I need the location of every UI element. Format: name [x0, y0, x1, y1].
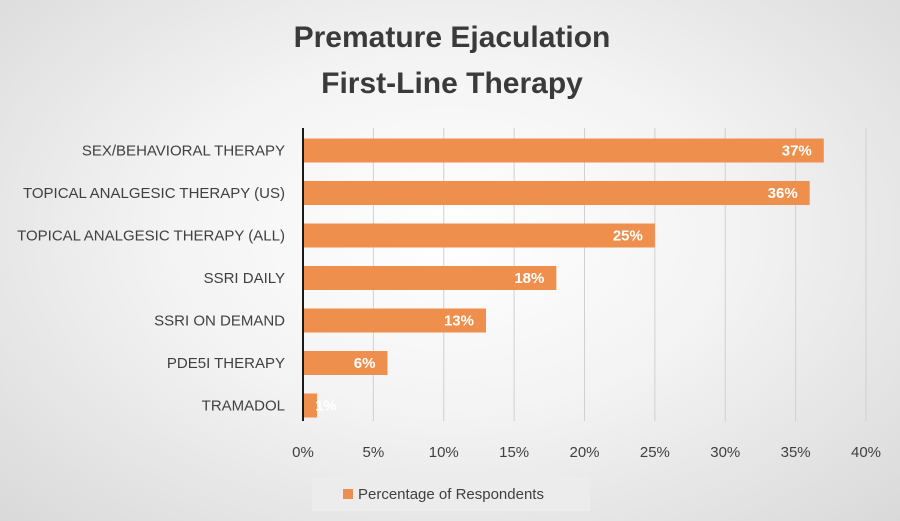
- category-label: TOPICAL ANALGESIC THERAPY (US): [23, 185, 285, 202]
- x-tick-label: 40%: [851, 444, 881, 461]
- x-tick-label: 30%: [710, 444, 740, 461]
- legend-label: Percentage of Respondents: [358, 486, 544, 503]
- bar: [303, 393, 318, 418]
- legend-swatch: [343, 489, 353, 499]
- bar: [303, 308, 486, 333]
- x-tick-label: 25%: [640, 444, 670, 461]
- category-label: SSRI ON DEMAND: [154, 313, 285, 330]
- bar: [303, 181, 810, 205]
- data-label: 37%: [782, 143, 812, 160]
- category-labels: SEX/BEHAVIORAL THERAPY TOPICAL ANALGESIC …: [17, 143, 285, 415]
- x-tick-label: 20%: [569, 444, 599, 461]
- category-label: SSRI DAILY: [204, 270, 285, 287]
- data-label: 6%: [354, 355, 376, 372]
- x-tick-label: 35%: [781, 444, 811, 461]
- bar: [303, 351, 388, 375]
- legend-box: [312, 477, 590, 511]
- chart-title: Premature Ejaculation First-Line Therapy: [294, 21, 611, 100]
- x-axis-tick-labels: 0% 5% 10% 15% 20% 25% 30% 35% 40%: [292, 444, 881, 461]
- category-label: TRAMADOL: [202, 398, 285, 415]
- data-label: 25%: [613, 228, 643, 245]
- data-label: 36%: [768, 185, 798, 202]
- bars: [303, 138, 824, 418]
- x-tick-label: 10%: [429, 444, 459, 461]
- legend: Percentage of Respondents: [312, 477, 590, 511]
- bar: [303, 223, 655, 248]
- x-tick-label: 0%: [292, 444, 314, 461]
- chart-title-line-2: First-Line Therapy: [321, 67, 583, 100]
- data-label: 13%: [444, 313, 474, 330]
- category-label: PDE5I THERAPY: [167, 355, 285, 372]
- bar: [303, 266, 557, 290]
- data-label: 18%: [514, 270, 544, 287]
- data-labels: 37% 36% 25% 18% 13% 6% 1%: [315, 143, 812, 415]
- chart-title-line-1: Premature Ejaculation: [294, 21, 611, 54]
- x-tick-label: 15%: [499, 444, 529, 461]
- data-label: 1%: [315, 398, 337, 415]
- category-label: SEX/BEHAVIORAL THERAPY: [82, 143, 285, 160]
- x-tick-label: 5%: [363, 444, 385, 461]
- bar: [303, 138, 824, 163]
- category-label: TOPICAL ANALGESIC THERAPY (ALL): [17, 228, 285, 245]
